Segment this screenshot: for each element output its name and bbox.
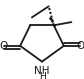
Text: O: O: [77, 41, 84, 51]
Text: O: O: [0, 41, 7, 51]
Text: H: H: [39, 72, 45, 79]
Text: NH: NH: [34, 66, 50, 76]
